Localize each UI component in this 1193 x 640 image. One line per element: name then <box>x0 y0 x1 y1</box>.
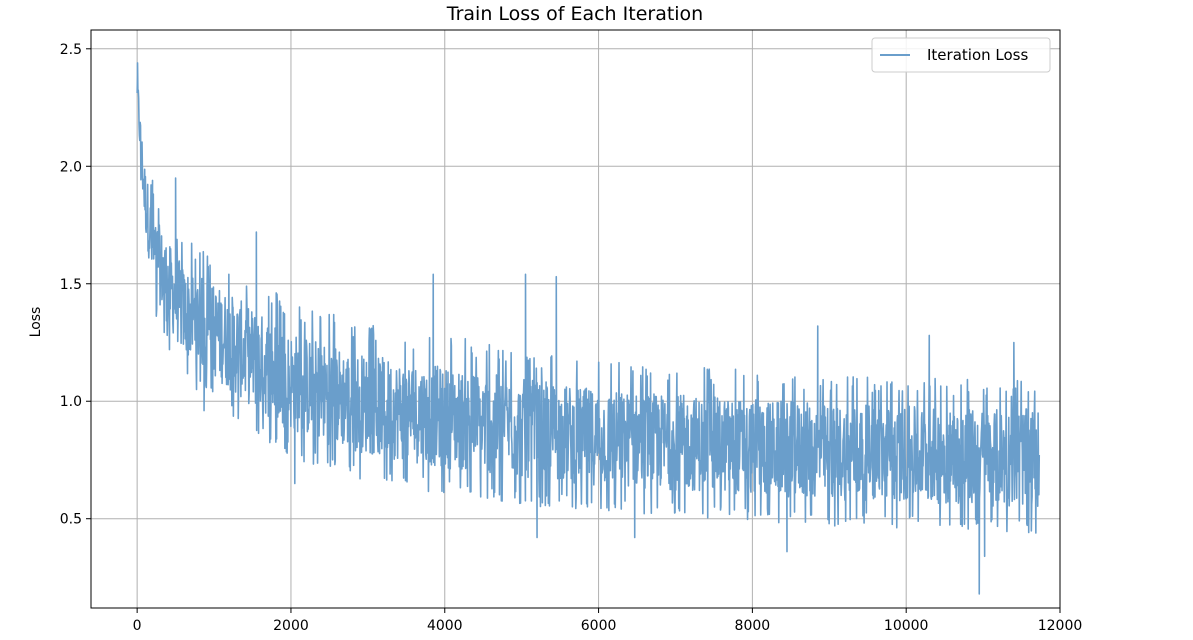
legend-box <box>871 37 1051 73</box>
y-tick-label: 0.5 <box>60 512 82 528</box>
y-tick-label: 1.5 <box>60 277 82 293</box>
y-tick-label: 2.5 <box>60 42 82 58</box>
x-tick-label: 12000 <box>1038 618 1083 634</box>
legend: Iteration Loss <box>871 37 1051 73</box>
plot-frame <box>90 29 1061 609</box>
series-iteration-loss <box>136 62 1041 595</box>
x-tick-label: 8000 <box>735 618 771 634</box>
x-tick-label: 4000 <box>427 618 463 634</box>
x-axis: 0 2000 4000 6000 8000 10000 12000 <box>133 608 1083 634</box>
y-tick-label: 2.0 <box>60 159 82 175</box>
x-tick-label: 0 <box>133 618 142 634</box>
chart-title: Train Loss of Each Iteration <box>446 3 703 25</box>
loss-line <box>136 62 1041 595</box>
legend-label: Iteration Loss <box>927 46 1028 64</box>
y-axis: 0.5 1.0 1.5 2.0 2.5 <box>60 42 91 528</box>
x-tick-label: 2000 <box>273 618 309 634</box>
y-axis-label: Loss <box>28 307 44 338</box>
y-tick-label: 1.0 <box>60 394 82 410</box>
x-tick-label: 10000 <box>884 618 929 634</box>
x-tick-label: 6000 <box>581 618 617 634</box>
